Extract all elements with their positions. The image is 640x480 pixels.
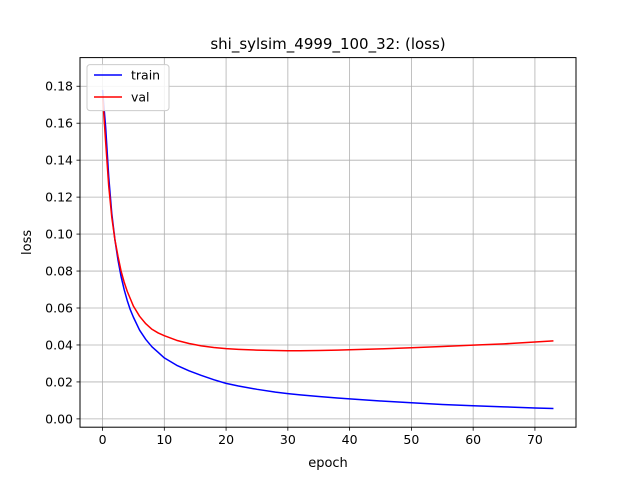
series-line-val: [101, 95, 554, 352]
series-layer: [101, 89, 554, 410]
chart-title: shi_sylsim_4999_100_32: (loss): [210, 35, 445, 54]
x-axis: 0 10 20 30 40 50 60 70: [99, 427, 543, 447]
y-tick-label: 0.16: [45, 116, 73, 131]
x-tick-label: 60: [465, 432, 481, 447]
x-tick-label: 0: [99, 432, 107, 447]
x-tick-label: 20: [218, 432, 234, 447]
x-tick-label: 70: [527, 432, 543, 447]
x-tick-label: 40: [342, 432, 358, 447]
y-tick-label: 0.06: [45, 301, 73, 316]
y-axis-label: loss: [20, 230, 35, 255]
x-tick-label: 10: [156, 432, 172, 447]
y-tick-label: 0.10: [45, 227, 73, 242]
series-line-train: [101, 89, 554, 410]
y-tick-label: 0.00: [45, 411, 73, 426]
legend-label-val: val: [131, 90, 150, 105]
plot-frame: [79, 57, 577, 428]
y-axis: 0.00 0.02 0.04 0.06 0.08 0.10 0.12 0.14 0.16 0.18: [45, 79, 80, 426]
x-axis-label: epoch: [308, 456, 348, 471]
y-tick-label: 0.08: [45, 264, 73, 279]
x-tick-label: 50: [403, 432, 419, 447]
y-tick-label: 0.02: [45, 374, 73, 389]
legend-box: [86, 64, 170, 112]
y-tick-label: 0.12: [45, 190, 73, 205]
y-tick-label: 0.14: [45, 153, 73, 168]
x-tick-label: 30: [280, 432, 296, 447]
legend-label-train: train: [131, 68, 160, 83]
y-tick-label: 0.18: [45, 79, 73, 94]
y-tick-label: 0.04: [45, 337, 73, 352]
legend: train val: [86, 64, 170, 112]
